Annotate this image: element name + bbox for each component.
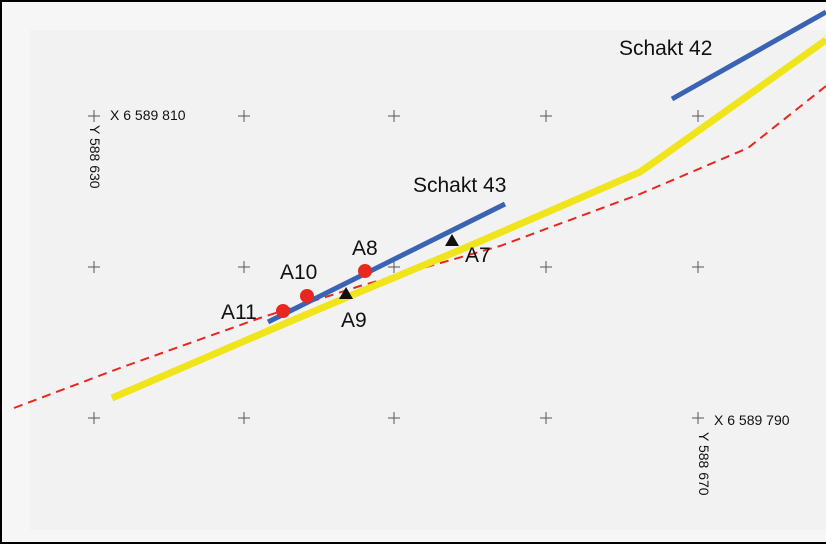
grid-cross [88, 110, 100, 122]
label-schakt-42: Schakt 42 [619, 37, 712, 60]
grid-cross [540, 261, 552, 273]
coord-y-top: Y 588 630 [87, 125, 103, 189]
map-area [30, 30, 826, 530]
label-a10: A10 [280, 261, 317, 284]
grid-cross [388, 261, 400, 273]
shaft-42-line [670, 9, 826, 102]
grid-cross [692, 412, 704, 424]
grid-cross [540, 412, 552, 424]
point-a8 [358, 264, 372, 278]
point-a7 [445, 234, 459, 246]
yellow-line [110, 37, 826, 402]
grid-cross [88, 261, 100, 273]
grid-cross [388, 412, 400, 424]
label-a11: A11 [221, 301, 257, 324]
point-a11 [276, 304, 290, 318]
point-a9 [339, 287, 353, 299]
grid-cross [692, 110, 704, 122]
grid-cross [540, 110, 552, 122]
label-schakt-43: Schakt 43 [413, 174, 506, 197]
grid-cross [238, 110, 250, 122]
grid-cross [238, 412, 250, 424]
label-a7: A7 [465, 244, 491, 267]
coord-x-bottom: X 6 589 790 [714, 412, 790, 428]
label-a8: A8 [352, 237, 378, 260]
grid-cross [88, 412, 100, 424]
grid-cross [238, 261, 250, 273]
grid-cross [388, 110, 400, 122]
label-a9: A9 [341, 309, 367, 332]
coord-x-top: X 6 589 810 [110, 107, 186, 123]
grid-cross [692, 261, 704, 273]
point-a10 [300, 289, 314, 303]
coord-y-bottom: Y 588 670 [696, 432, 712, 496]
grid-crosses [88, 110, 704, 424]
